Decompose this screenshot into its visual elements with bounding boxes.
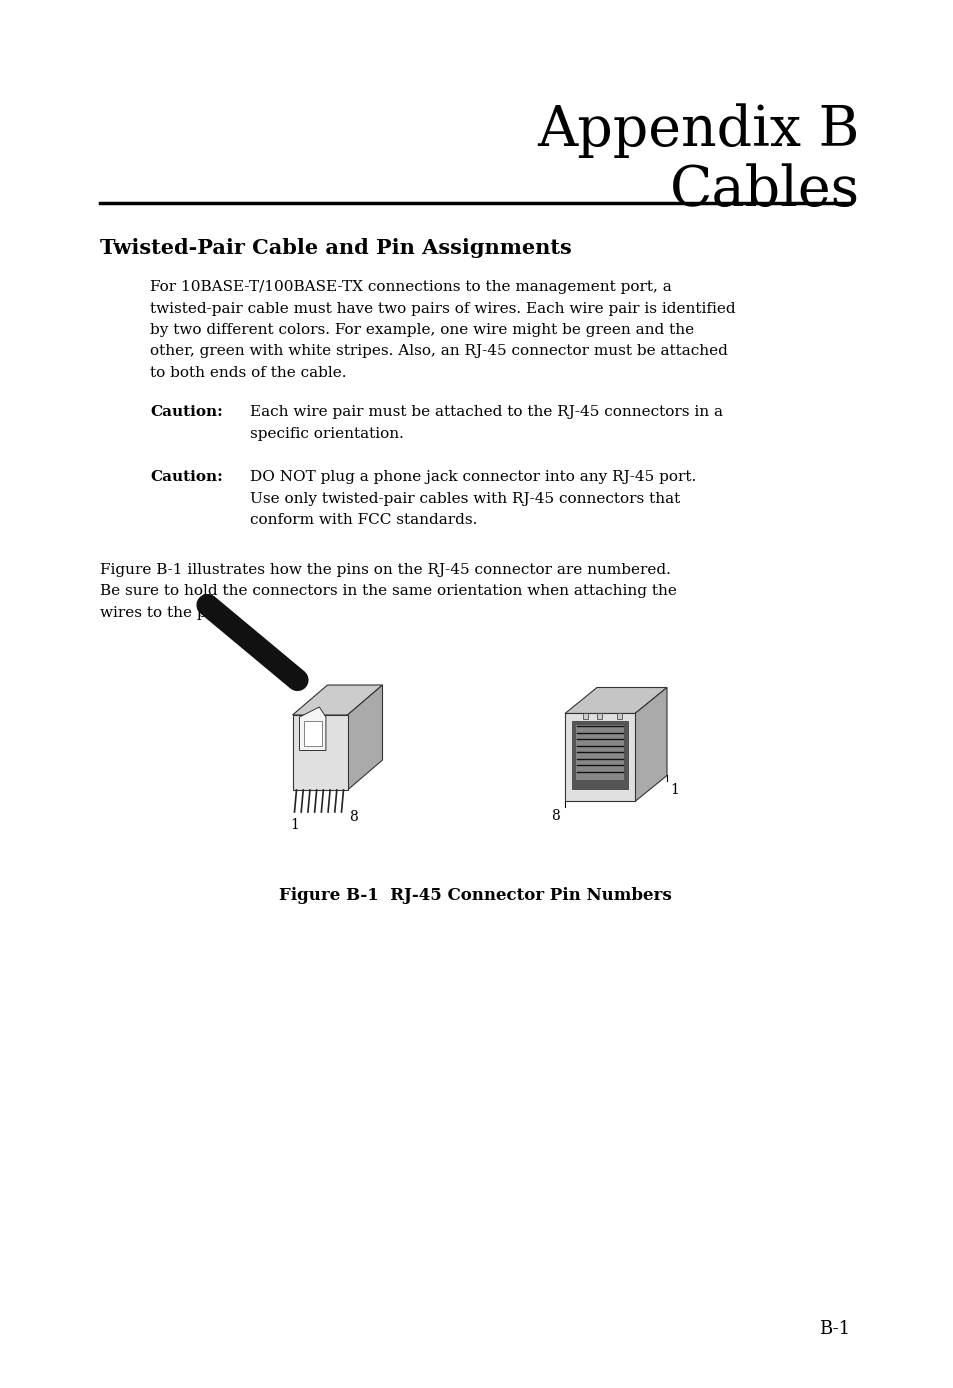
Text: Use only twisted-pair cables with RJ-45 connectors that: Use only twisted-pair cables with RJ-45 … — [250, 491, 679, 507]
Text: to both ends of the cable.: to both ends of the cable. — [150, 366, 346, 380]
Text: Twisted-Pair Cable and Pin Assignments: Twisted-Pair Cable and Pin Assignments — [100, 237, 571, 258]
Text: Caution:: Caution: — [150, 471, 222, 484]
Text: 8: 8 — [551, 809, 559, 823]
Text: B-1: B-1 — [818, 1320, 849, 1338]
Text: specific orientation.: specific orientation. — [250, 428, 403, 441]
Polygon shape — [582, 713, 587, 719]
Polygon shape — [293, 686, 382, 715]
Text: Each wire pair must be attached to the RJ-45 connectors in a: Each wire pair must be attached to the R… — [250, 405, 722, 419]
Text: Appendix B: Appendix B — [537, 103, 859, 158]
Text: Figure B-1 illustrates how the pins on the RJ-45 connector are numbered.: Figure B-1 illustrates how the pins on t… — [100, 564, 670, 577]
Text: by two different colors. For example, one wire might be green and the: by two different colors. For example, on… — [150, 323, 694, 337]
Text: Figure B-1  RJ-45 Connector Pin Numbers: Figure B-1 RJ-45 Connector Pin Numbers — [278, 887, 671, 905]
Text: 1: 1 — [290, 818, 298, 831]
Text: twisted-pair cable must have two pairs of wires. Each wire pair is identified: twisted-pair cable must have two pairs o… — [150, 301, 735, 315]
Polygon shape — [564, 687, 666, 713]
Polygon shape — [293, 715, 347, 790]
Polygon shape — [617, 713, 621, 719]
Text: Caution:: Caution: — [150, 405, 222, 419]
Polygon shape — [572, 722, 627, 790]
Polygon shape — [597, 713, 601, 719]
Polygon shape — [347, 686, 382, 790]
Text: Cables: Cables — [669, 162, 859, 218]
Text: other, green with white stripes. Also, an RJ-45 connector must be attached: other, green with white stripes. Also, a… — [150, 344, 727, 358]
Text: Be sure to hold the connectors in the same orientation when attaching the: Be sure to hold the connectors in the sa… — [100, 584, 677, 598]
Text: conform with FCC standards.: conform with FCC standards. — [250, 514, 476, 527]
Text: 8: 8 — [349, 811, 358, 824]
Polygon shape — [576, 726, 623, 780]
Text: DO NOT plug a phone jack connector into any RJ-45 port.: DO NOT plug a phone jack connector into … — [250, 471, 696, 484]
Text: 1: 1 — [669, 783, 679, 798]
Polygon shape — [303, 720, 321, 747]
Text: For 10BASE-T/100BASE-TX connections to the management port, a: For 10BASE-T/100BASE-TX connections to t… — [150, 280, 671, 294]
Polygon shape — [635, 687, 666, 801]
Polygon shape — [299, 706, 326, 751]
Polygon shape — [564, 713, 635, 801]
Text: wires to the pins.: wires to the pins. — [100, 607, 233, 620]
